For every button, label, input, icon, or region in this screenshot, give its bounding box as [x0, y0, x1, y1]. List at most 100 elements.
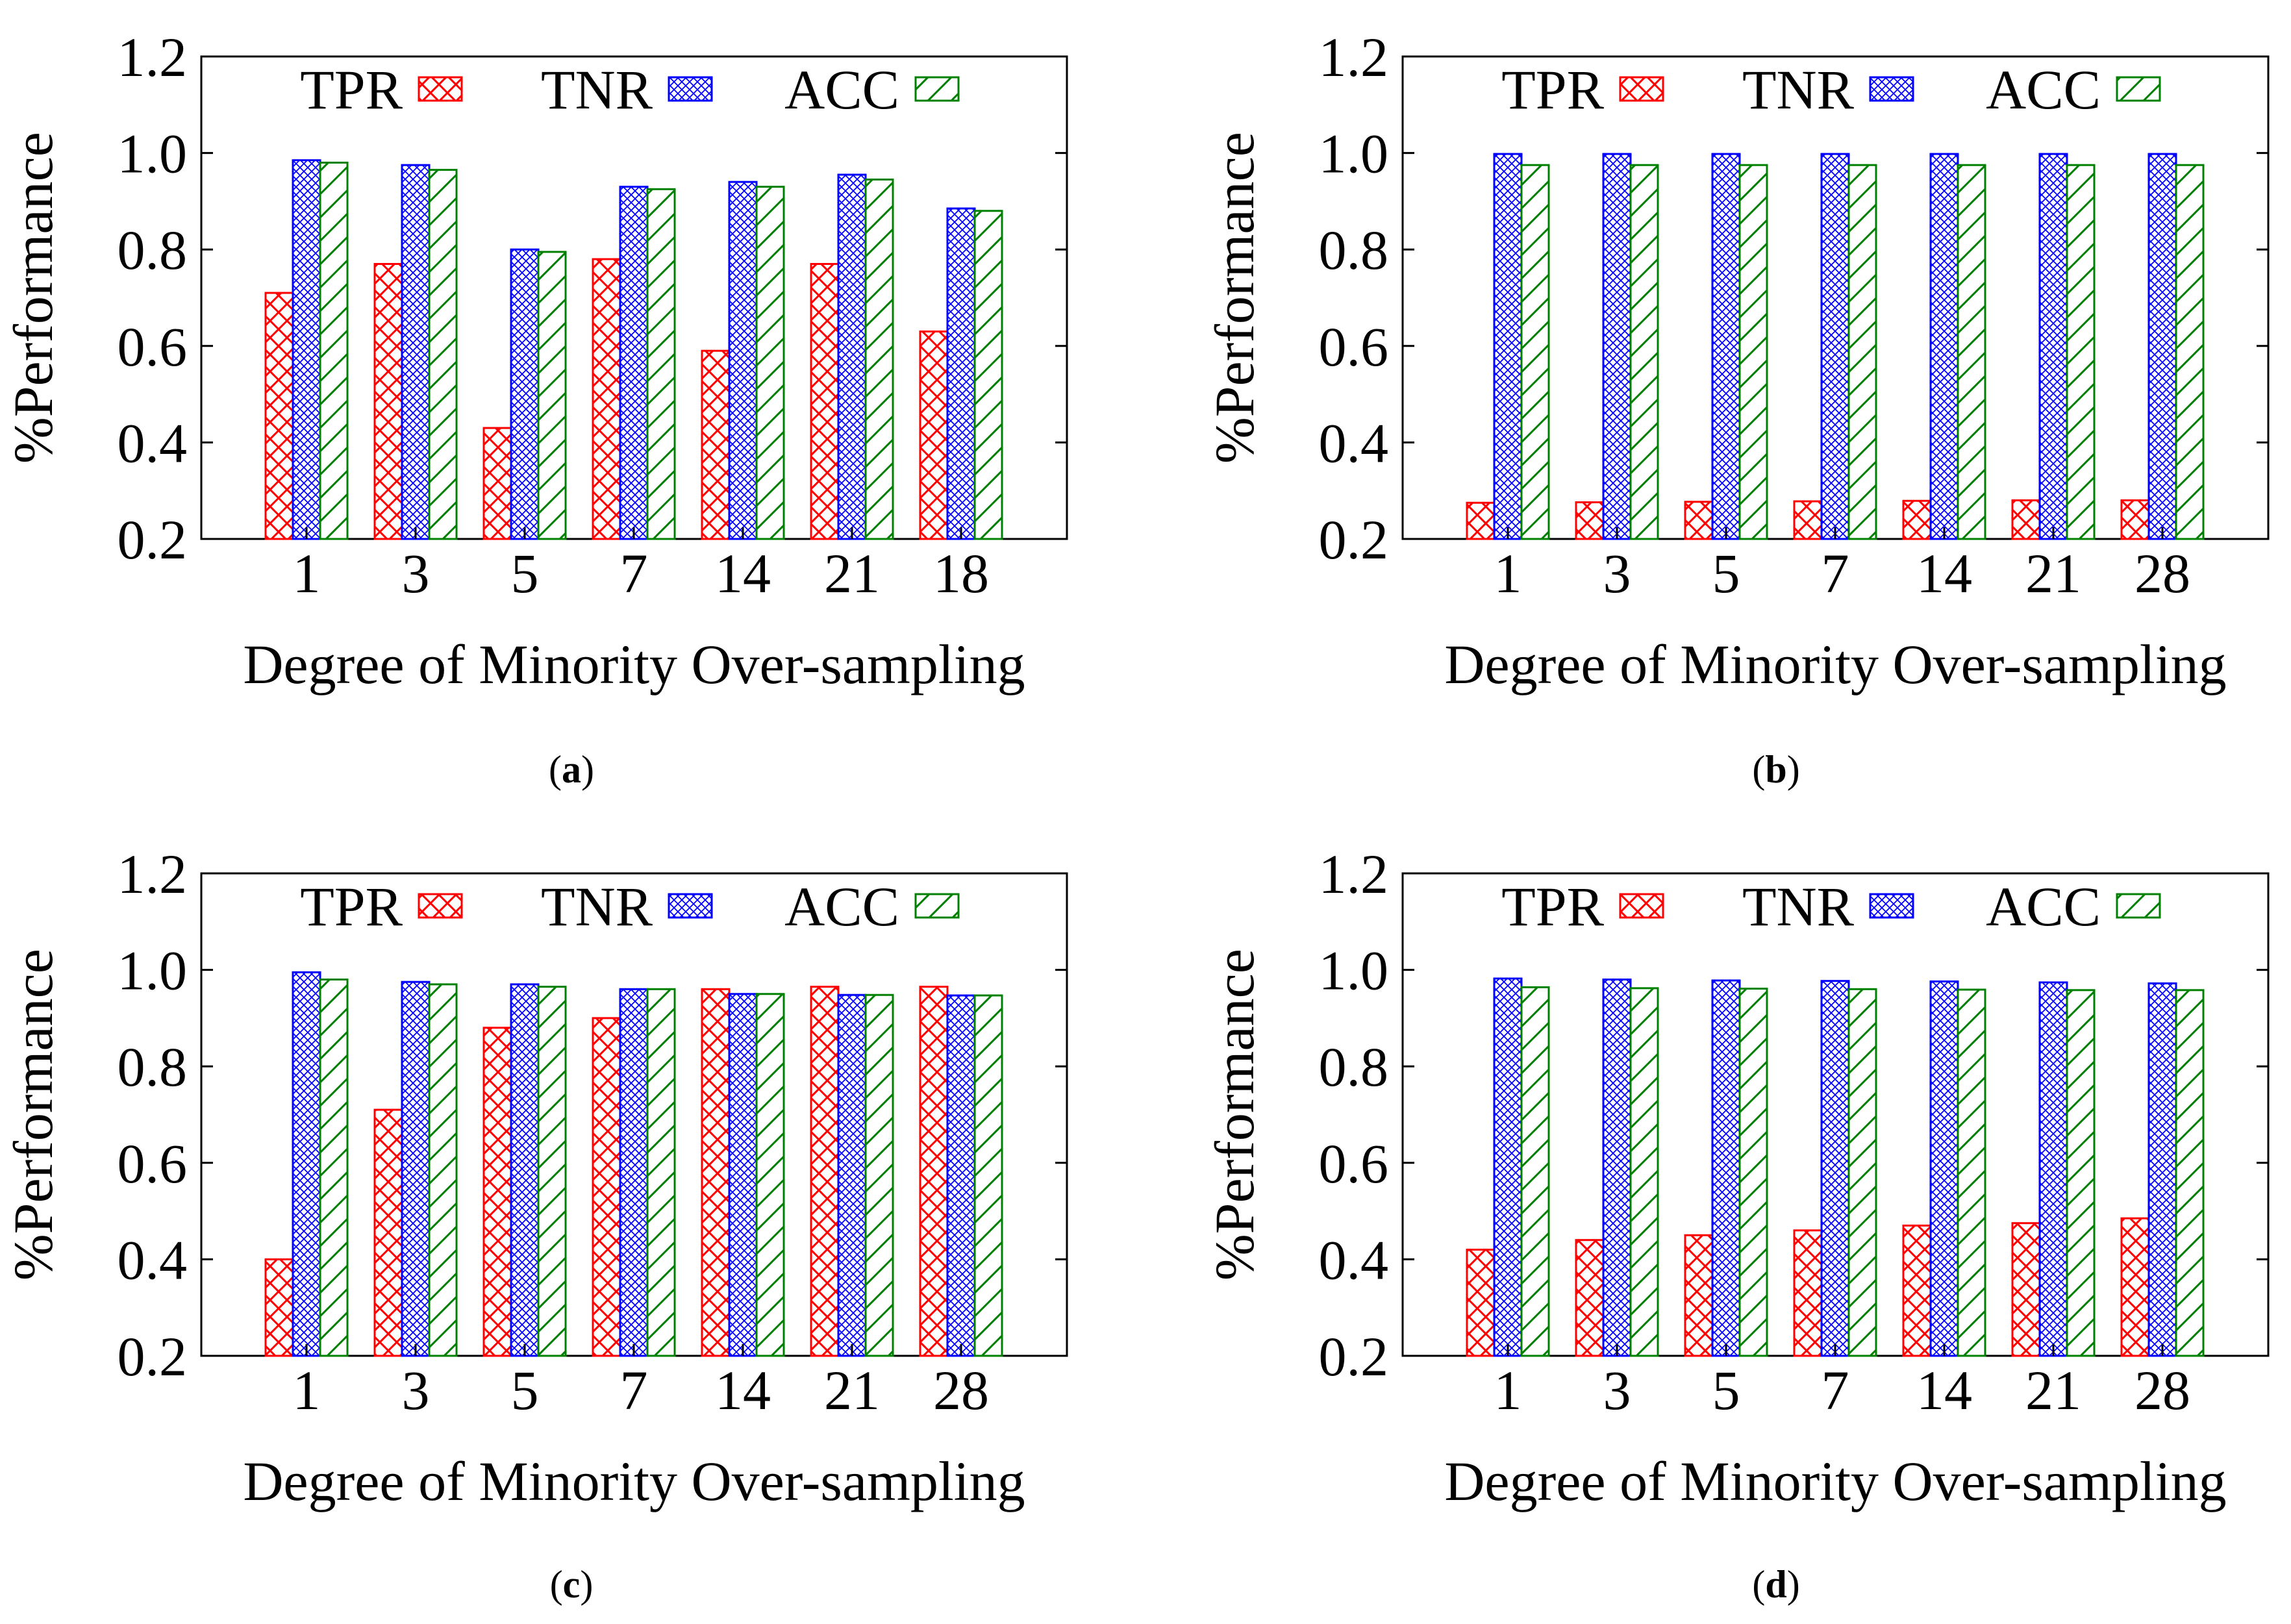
bar-acc-14 [1957, 988, 1986, 1357]
bar-tnr-7 [619, 186, 649, 540]
panel-caption-letter: a [562, 748, 581, 791]
legend-swatch-tpr [418, 76, 463, 102]
bar-tnr-14 [1929, 980, 1959, 1357]
bar-tnr-28 [946, 994, 976, 1357]
chart-panel-b: 0.2 0.4 0.6 0.8 1.0 1.2 %Performance 1 3 5 7 14 21 28… [1203, 26, 2270, 791]
bar-acc-14 [1957, 164, 1986, 540]
legend-swatch-tnr [668, 76, 713, 102]
bar-acc-14 [755, 186, 785, 540]
legend-label-tnr: TNR [1742, 875, 1855, 938]
x-tick-label: 3 [402, 542, 430, 605]
bar-tpr-14 [701, 988, 731, 1357]
legend-label-tpr: TPR [1501, 58, 1604, 121]
bar-acc-3 [428, 983, 458, 1357]
x-axis-label: Degree of Minority Over-sampling [243, 633, 1025, 695]
bar-tpr-7 [1793, 500, 1823, 540]
x-tick-label: 5 [1712, 1359, 1740, 1421]
y-axis-label: %Performance [2, 132, 64, 464]
chart-panel-a: 0.2 0.4 0.6 0.8 1.0 1.2 %Performance 1 3 5 7 14 21 18… [2, 26, 1068, 791]
bar-tnr-14 [728, 993, 758, 1357]
legend-swatch-acc [2116, 893, 2161, 919]
legend-swatch-tnr [668, 893, 713, 919]
bar-tpr-1 [264, 292, 294, 540]
panel-caption-letter: d [1765, 1563, 1786, 1606]
legend-label-tpr: TPR [1501, 875, 1604, 938]
bar-acc-5 [537, 986, 567, 1357]
bar-tpr-21 [2011, 499, 2041, 540]
bar-tpr-1 [1466, 1249, 1496, 1357]
legend-label-tnr: TNR [541, 875, 653, 938]
legend-swatch-acc [914, 76, 960, 102]
x-tick-label: 3 [402, 1359, 430, 1421]
bar-tnr-7 [619, 988, 649, 1357]
bar-tnr-7 [1820, 153, 1850, 540]
bar-tnr-28 [2147, 153, 2177, 540]
bar-acc-7 [646, 988, 676, 1357]
bar-acc-5 [537, 251, 567, 540]
bar-tpr-28 [919, 986, 949, 1357]
y-tick-label: 0.6 [1319, 1132, 1389, 1195]
bar-tpr-7 [592, 258, 621, 540]
bar-acc-28 [2175, 164, 2205, 540]
y-tick-label: 0.2 [1319, 1325, 1389, 1388]
bar-acc-7 [646, 188, 676, 540]
y-tick-label: 0.8 [1319, 1036, 1389, 1098]
bar-tpr-28 [2120, 499, 2150, 540]
y-tick-label: 0.8 [118, 1036, 188, 1098]
y-tick-label: 0.4 [118, 412, 188, 474]
y-tick-label: 1.2 [118, 843, 188, 905]
bar-tpr-5 [482, 1027, 512, 1357]
x-tick-label: 5 [511, 542, 539, 605]
bar-tpr-14 [1902, 1224, 1932, 1357]
x-axis-label: Degree of Minority Over-sampling [1444, 1450, 2226, 1512]
bar-tpr-28 [2120, 1217, 2150, 1357]
bar-tnr-5 [510, 248, 540, 540]
bar-acc-1 [1520, 986, 1550, 1357]
bar-tnr-3 [401, 164, 431, 540]
y-tick-label: 0.4 [118, 1229, 188, 1291]
legend-swatch-tnr [1869, 893, 1914, 919]
bar-tnr-5 [510, 983, 540, 1357]
y-tick-label: 0.2 [1319, 508, 1389, 571]
bar-tnr-1 [292, 159, 321, 540]
legend-swatch-tpr [1619, 76, 1664, 102]
bar-tpr-18 [919, 331, 949, 540]
legend-swatch-tpr [418, 893, 463, 919]
bar-tnr-28 [2147, 982, 2177, 1357]
x-tick-label: 14 [715, 542, 771, 605]
x-tick-label: 18 [933, 542, 989, 605]
panel-caption: (b) [1752, 748, 1799, 791]
x-tick-label: 1 [1494, 542, 1522, 605]
bar-tpr-14 [701, 349, 731, 540]
y-tick-label: 0.4 [1319, 412, 1389, 474]
y-tick-label: 1.2 [118, 26, 188, 88]
bar-tnr-18 [946, 207, 976, 540]
bar-tpr-14 [1902, 499, 1932, 540]
x-axis-label: Degree of Minority Over-sampling [243, 1450, 1025, 1512]
bar-acc-28 [2175, 989, 2205, 1357]
y-tick-label: 0.6 [118, 1132, 188, 1195]
bar-acc-7 [1847, 988, 1877, 1357]
bar-acc-28 [973, 994, 1003, 1357]
x-tick-label: 3 [1603, 1359, 1631, 1421]
bar-tpr-3 [1575, 1239, 1605, 1357]
bar-acc-3 [428, 169, 458, 540]
x-axis-label: Degree of Minority Over-sampling [1444, 633, 2226, 695]
y-tick-label: 1.0 [1319, 940, 1389, 1002]
bar-tnr-21 [2038, 153, 2068, 540]
x-tick-label: 21 [824, 542, 880, 605]
bar-tpr-5 [1684, 1234, 1714, 1357]
x-tick-label: 3 [1603, 542, 1631, 605]
y-tick-label: 0.2 [118, 1325, 188, 1388]
x-tick-label: 21 [824, 1359, 880, 1421]
bar-tnr-5 [1711, 979, 1741, 1357]
bar-tpr-7 [592, 1017, 621, 1357]
legend-swatch-acc [914, 893, 960, 919]
x-tick-label: 28 [933, 1359, 989, 1421]
legend-label-tpr: TPR [300, 58, 403, 121]
bar-tpr-5 [1684, 501, 1714, 540]
y-axis-label: %Performance [1203, 949, 1266, 1280]
x-tick-label: 7 [620, 1359, 648, 1421]
bar-acc-3 [1629, 164, 1659, 540]
bar-acc-1 [319, 978, 349, 1357]
